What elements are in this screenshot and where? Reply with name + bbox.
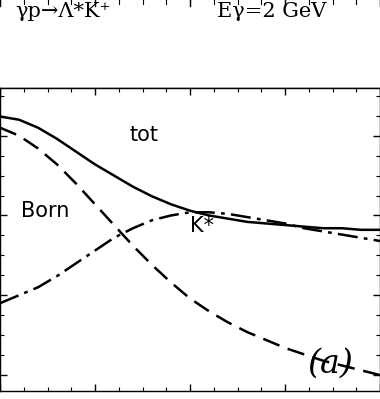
Text: K*: K*: [190, 216, 214, 236]
Text: γp→Λ*K⁺: γp→Λ*K⁺: [15, 2, 111, 21]
Text: (a): (a): [308, 348, 353, 380]
Text: Eγ=2 GeV: Eγ=2 GeV: [217, 2, 326, 21]
Text: Born: Born: [21, 201, 69, 221]
Text: tot: tot: [130, 125, 159, 145]
